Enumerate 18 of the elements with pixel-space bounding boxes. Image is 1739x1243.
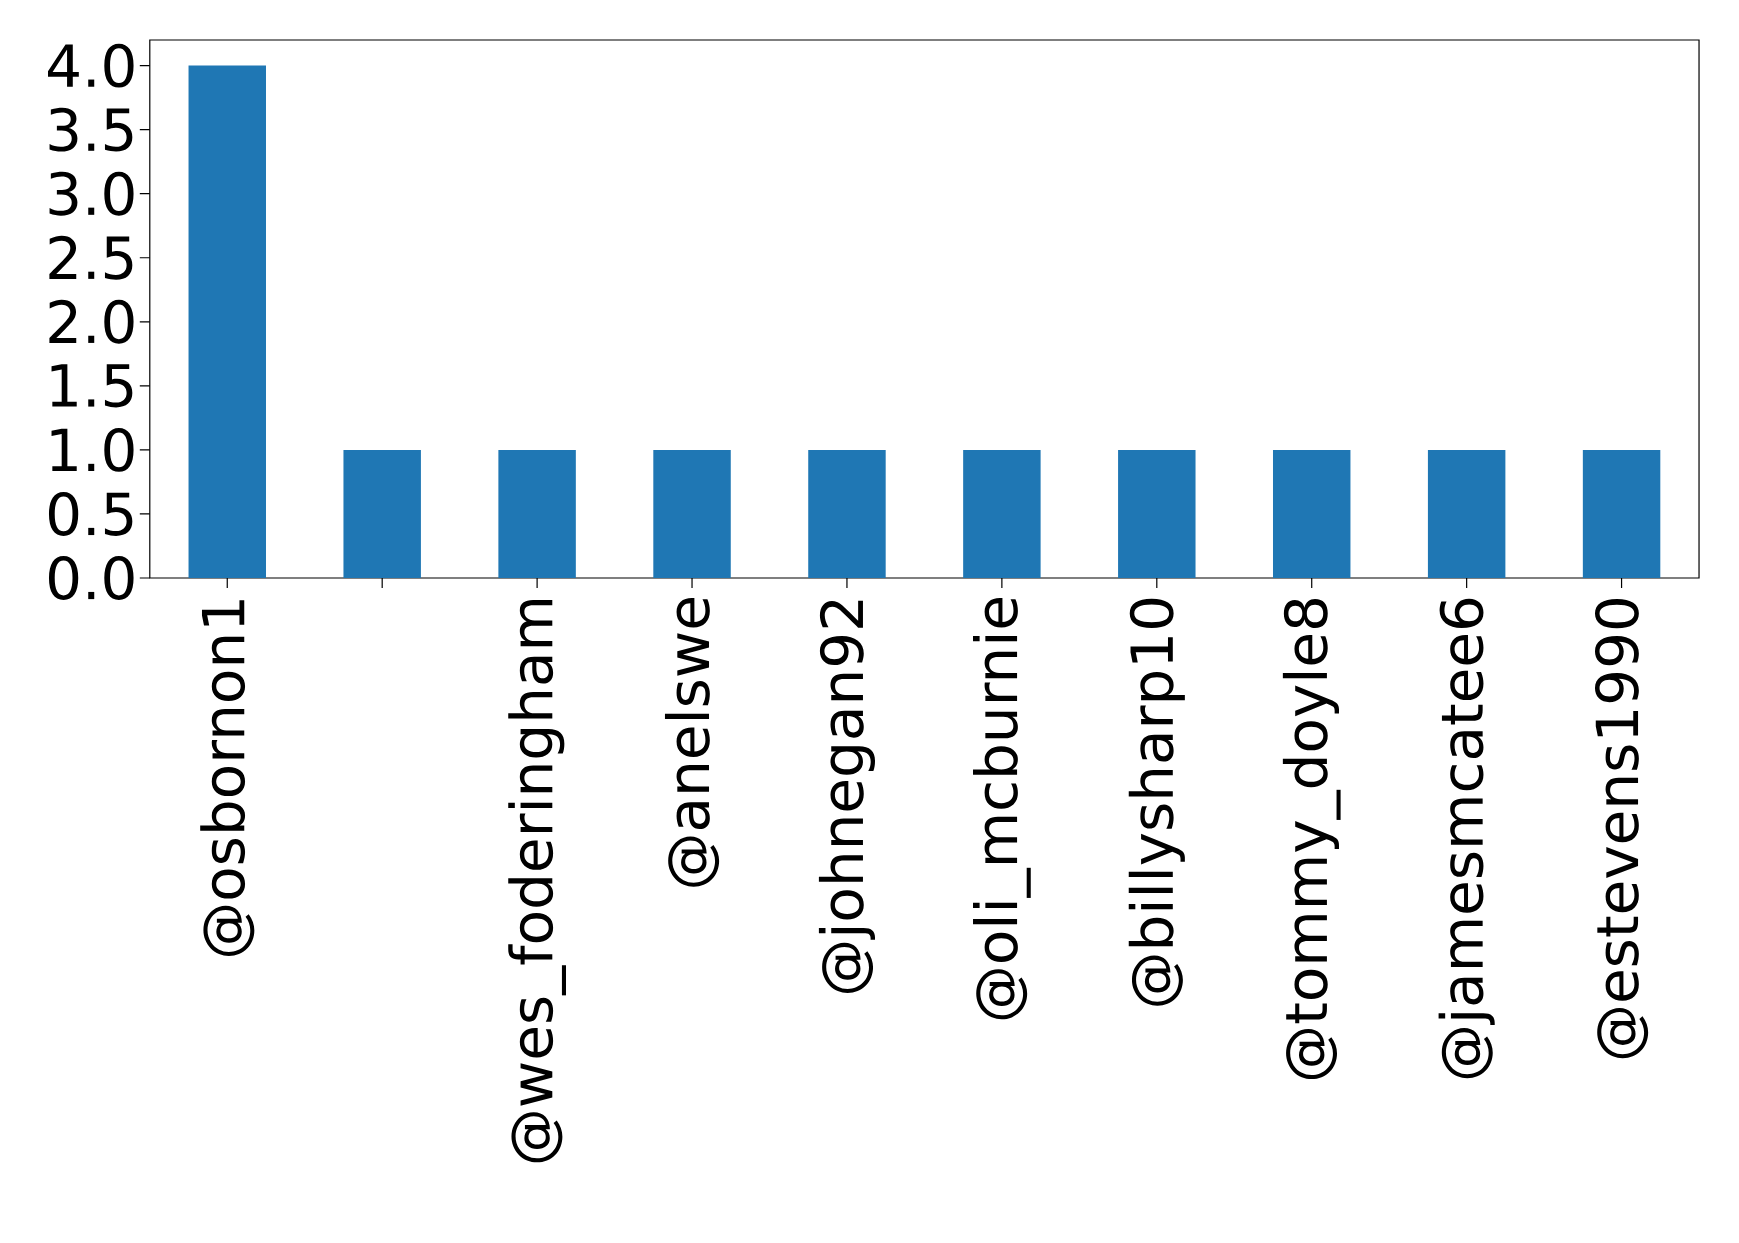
x-tick-label: @osbornon1 <box>200 600 255 956</box>
y-tick-label: 0.5 <box>48 492 133 536</box>
x-tick-label: @jamesmcatee6 <box>1438 598 1495 1079</box>
x-tick-label: @johnegan92 <box>818 600 876 993</box>
y-tick-label: 0.0 <box>48 556 134 600</box>
x-tick-label: @billysharp10 <box>1128 598 1185 1006</box>
y-tick-label: 1.5 <box>51 364 133 408</box>
y-tick-label: 2.5 <box>49 235 133 280</box>
y-tick-label: 1.0 <box>51 427 134 472</box>
x-tick-label: @estevens1990 <box>1594 598 1649 1059</box>
x-tick-label: @anelswe <box>664 598 720 887</box>
x-tick-label: @tommy_doyle8 <box>1282 598 1341 1080</box>
y-tick-label: 3.0 <box>49 171 134 216</box>
y-tick-label: 2.0 <box>49 299 134 344</box>
y-tick-label: 4.0 <box>48 43 134 88</box>
y-tick-label: 3.5 <box>49 107 133 152</box>
x-tick-label: @oli_mcburnie <box>973 598 1031 1020</box>
x-tick-label: @wes_foderingham <box>508 599 566 1163</box>
